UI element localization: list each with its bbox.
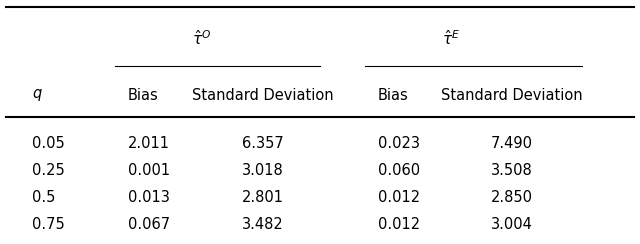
Text: 2.011: 2.011 — [128, 136, 170, 152]
Text: 7.490: 7.490 — [491, 136, 533, 152]
Text: 3.018: 3.018 — [241, 163, 284, 178]
Text: 3.508: 3.508 — [491, 163, 533, 178]
Text: 0.012: 0.012 — [378, 217, 420, 232]
Text: 0.5: 0.5 — [32, 190, 56, 205]
Text: 0.001: 0.001 — [128, 163, 170, 178]
Text: 2.850: 2.850 — [491, 190, 533, 205]
Text: 0.060: 0.060 — [378, 163, 420, 178]
Text: Standard Deviation: Standard Deviation — [441, 88, 583, 103]
Text: $\hat{\tau}^E$: $\hat{\tau}^E$ — [442, 30, 460, 49]
Text: 0.023: 0.023 — [378, 136, 420, 152]
Text: 0.75: 0.75 — [32, 217, 65, 232]
Text: 3.004: 3.004 — [491, 217, 533, 232]
Text: 3.482: 3.482 — [241, 217, 284, 232]
Text: $q$: $q$ — [32, 87, 43, 103]
Text: Bias: Bias — [128, 88, 159, 103]
Text: 0.067: 0.067 — [128, 217, 170, 232]
Text: 0.05: 0.05 — [32, 136, 65, 152]
Text: Standard Deviation: Standard Deviation — [191, 88, 333, 103]
Text: 0.25: 0.25 — [32, 163, 65, 178]
Text: Bias: Bias — [378, 88, 408, 103]
Text: 0.012: 0.012 — [378, 190, 420, 205]
Text: 2.801: 2.801 — [241, 190, 284, 205]
Text: $\hat{\tau}^O$: $\hat{\tau}^O$ — [192, 30, 211, 49]
Text: 6.357: 6.357 — [241, 136, 284, 152]
Text: 0.013: 0.013 — [128, 190, 170, 205]
